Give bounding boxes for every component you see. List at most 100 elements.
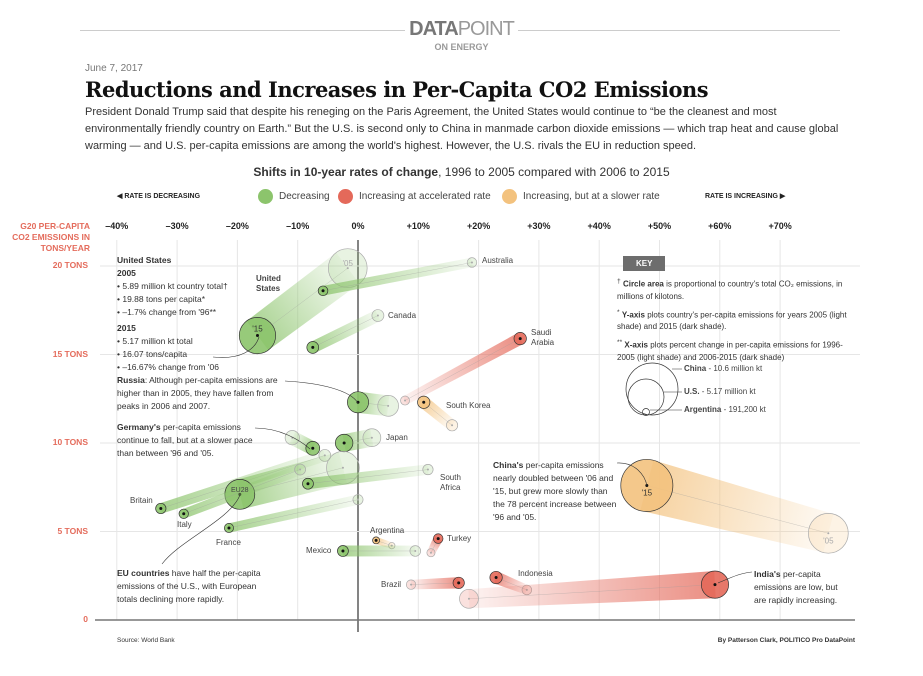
- intro-paragraph: President Donald Trump said that despite…: [85, 106, 839, 152]
- key-note-y-axis: * Y-axis plots country's per-capita emis…: [617, 307, 847, 334]
- note-bold: Russia: [117, 375, 145, 385]
- annotation-leader: [161, 494, 241, 565]
- bubble-2005-center: [414, 549, 417, 552]
- change-arrow: [646, 485, 829, 534]
- country-label: South Africa: [440, 473, 461, 492]
- key-us: U.S. - 5.17 million kt: [684, 387, 756, 397]
- rate-decreasing-label: ◀ RATE IS DECREASING: [117, 193, 201, 200]
- eu-annotation: EU countries have half the per-capita em…: [117, 567, 277, 606]
- key-argentina: Argentina - 191,200 kt: [684, 405, 766, 415]
- note-text: is proportional to country's total CO₂ e…: [617, 279, 843, 301]
- us-note-line: • 16.07 tons/capita: [117, 349, 188, 359]
- brand-logo: DATAPOINT: [0, 18, 923, 41]
- annotation-leader: [254, 427, 311, 450]
- legend-label: Increasing at accelerated rate: [359, 191, 491, 202]
- bubble-2015-center: [342, 441, 346, 445]
- legend-accelerated: Increasing at accelerated rate: [338, 189, 491, 204]
- change-arrow: [322, 262, 473, 291]
- country-mexico: [337, 545, 422, 557]
- key-circle-argentina: [642, 408, 650, 416]
- x-tick-label: –30%: [165, 221, 189, 231]
- note-text: : Although per-capita emissions are high…: [117, 375, 278, 411]
- bubble-2015-center: [311, 446, 315, 450]
- brand-bold: DATA: [409, 18, 459, 40]
- rate-increasing-label: RATE IS INCREASING ▶: [705, 193, 786, 200]
- x-tick-label: –10%: [286, 221, 310, 231]
- x-tick-label: +30%: [527, 221, 551, 231]
- country-france: [224, 494, 364, 533]
- subtitle-rest: , 1996 to 2005 compared with 2006 to 201…: [438, 165, 670, 179]
- annotation-leader: [284, 380, 359, 404]
- brand-light: POINT: [457, 18, 515, 40]
- note-text: have half the per-capita emissions of th…: [117, 568, 261, 604]
- bubble-2005-center: [470, 261, 473, 264]
- country-south-korea: [417, 395, 459, 432]
- x-tick-label: +10%: [406, 221, 430, 231]
- note-bold: U.S.: [684, 387, 700, 396]
- us-note-line: • –16.67% change from '06: [117, 362, 219, 372]
- us-annotation: United States 2005 • 5.89 million kt cou…: [117, 254, 277, 374]
- us-note-title: United States: [117, 255, 172, 265]
- bubble-2015-center: [321, 289, 325, 293]
- country-label: United States: [256, 274, 281, 293]
- bubble-2015-center: [306, 482, 310, 486]
- x-tick-label: +20%: [466, 221, 491, 231]
- bubble-2015-center: [182, 512, 186, 516]
- country-canada: [306, 309, 385, 354]
- legend-label: Decreasing: [279, 191, 330, 202]
- country-label: Australia: [482, 256, 514, 265]
- note-bold: China's: [493, 460, 524, 470]
- note-text: per-capita emissions continue to fall, b…: [117, 422, 253, 458]
- note-bold: Circle area: [622, 279, 664, 289]
- bubble-2005-center: [467, 597, 470, 600]
- subtitle-bold: Shifts in 10-year rates of change: [253, 165, 439, 179]
- change-band: [640, 460, 834, 553]
- legend-swatch-green: [258, 189, 273, 204]
- chart-subtitle: Shifts in 10-year rates of change, 1996 …: [0, 165, 923, 179]
- country-brazil: [405, 576, 465, 590]
- country-label: France: [216, 538, 241, 547]
- us-note-2005: 2005: [117, 268, 136, 278]
- country-turkey: [426, 533, 444, 558]
- country-united-states: '05 '15: [238, 248, 368, 355]
- note-mark: †: [617, 278, 621, 285]
- source: Source: World Bank: [117, 637, 175, 644]
- country-label: Argentina: [370, 526, 405, 535]
- bubble-2005-center: [341, 466, 344, 469]
- key-notes: † Circle area is proportional to country…: [617, 276, 847, 364]
- year-label-15: '15: [252, 325, 263, 334]
- note-text: - 5.17 million kt: [699, 387, 756, 396]
- country-saudi-arabia: [400, 332, 527, 406]
- key-circle-us: [627, 378, 665, 416]
- x-tick-label: 0%: [351, 221, 365, 231]
- y-axis-label: G20 PER-CAPITA CO2 EMISSIONS IN TONS/YEA…: [12, 221, 90, 253]
- bubble-2005-center: [429, 551, 432, 554]
- change-band: [402, 333, 524, 405]
- x-tick-label: +50%: [647, 221, 672, 231]
- y-tick-label: 15 TONS: [52, 348, 88, 359]
- bubble-2005-center: [404, 399, 407, 402]
- change-arrow: [404, 338, 521, 401]
- country-label: Italy: [177, 520, 192, 529]
- note-text: - 191,200 kt: [721, 405, 766, 414]
- legend-slower: Increasing, but at a slower rate: [502, 189, 660, 204]
- change-band: [182, 464, 303, 519]
- us-note-line: • 19.88 tons per capita*: [117, 294, 206, 304]
- change-arrow: [468, 584, 715, 599]
- note-text: - 10.6 million kt: [706, 364, 763, 373]
- note-text: per-capita emissions are low, but are ra…: [754, 569, 838, 605]
- bubble-2015-center: [227, 526, 231, 530]
- country-label: Mexico: [306, 546, 332, 555]
- bubble-2015-center: [341, 549, 345, 553]
- country-australia: [317, 257, 478, 296]
- change-band: [468, 570, 716, 609]
- germany-annotation: Germany's per-capita emissions continue …: [117, 421, 257, 460]
- note-text: per-capita emissions nearly doubled betw…: [493, 460, 617, 522]
- country-south-africa: [302, 464, 434, 490]
- change-arrow: [307, 469, 428, 484]
- bubble-2005-center: [451, 424, 454, 427]
- bubble-2005-center: [410, 583, 413, 586]
- country-russia: [347, 391, 399, 417]
- x-tick-label: +70%: [768, 221, 792, 231]
